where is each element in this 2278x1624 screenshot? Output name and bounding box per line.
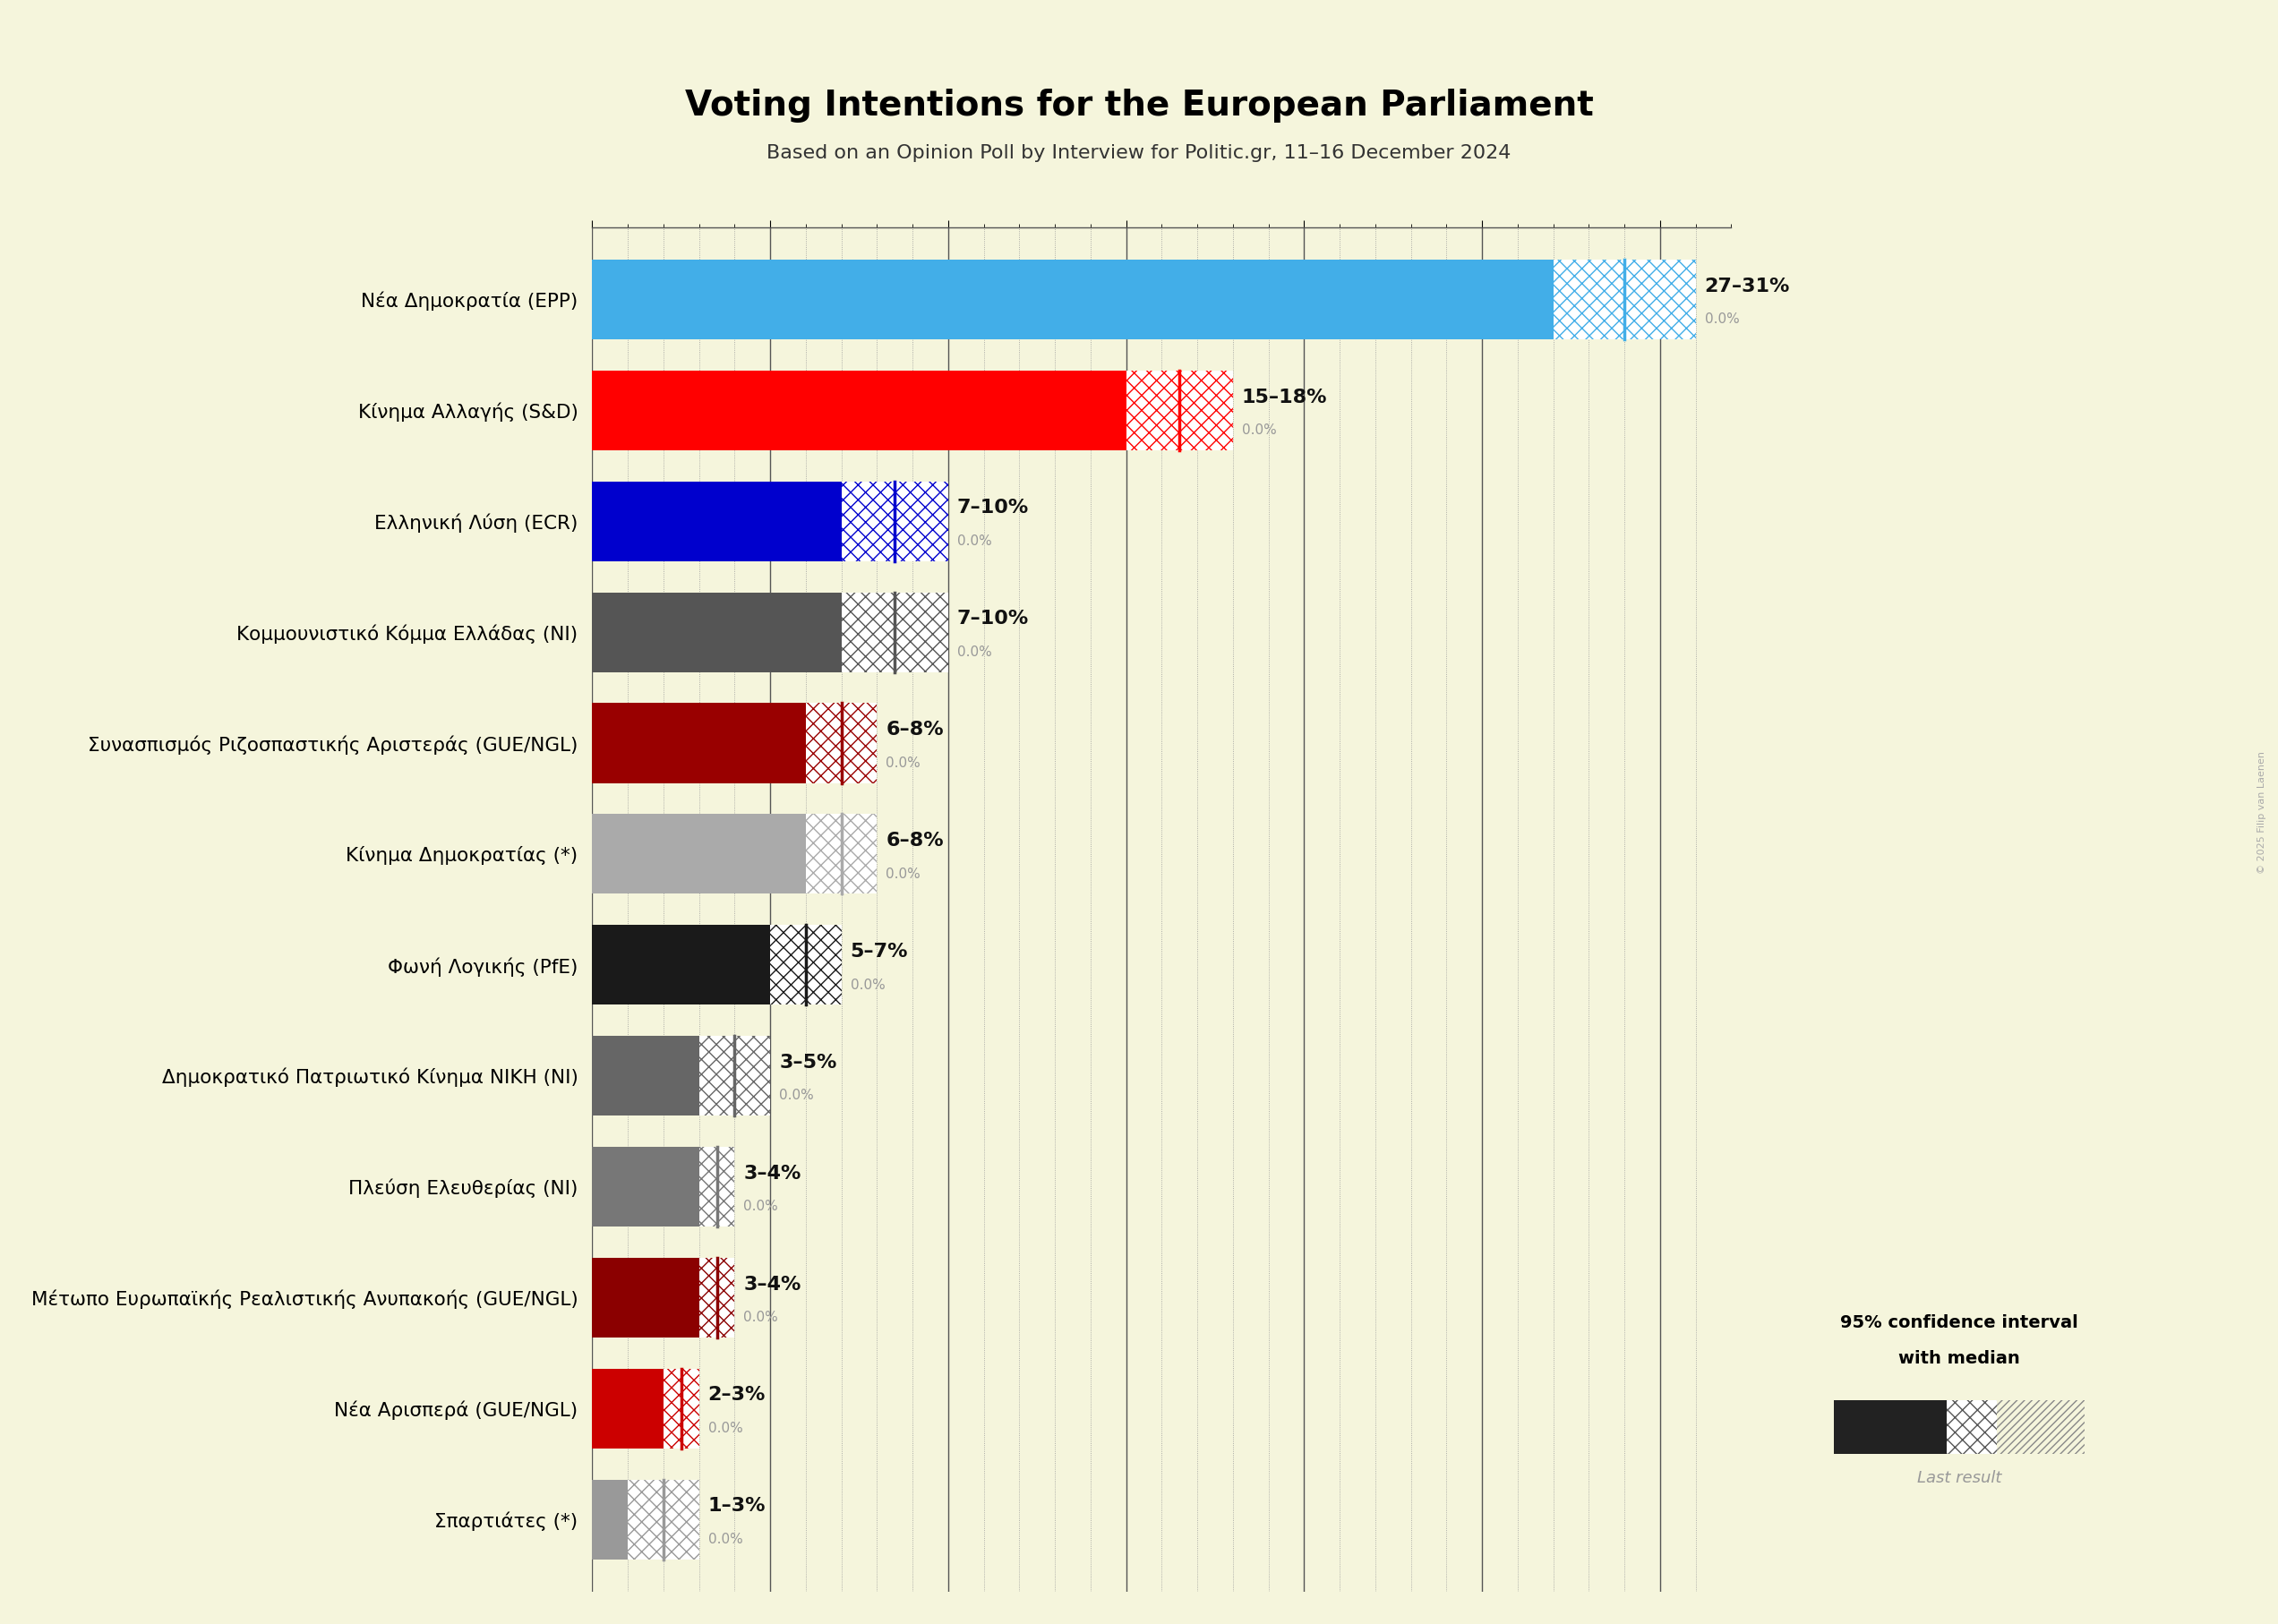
Text: 0.0%: 0.0%	[779, 1090, 813, 1103]
Bar	[770, 926, 841, 1005]
Text: 0.0%: 0.0%	[708, 1421, 743, 1436]
Text: © 2025 Filip van Laenen: © 2025 Filip van Laenen	[2257, 750, 2267, 874]
Bar	[699, 1257, 736, 1338]
Bar	[592, 814, 806, 893]
Bar	[592, 481, 841, 562]
Bar	[841, 481, 948, 562]
Text: 5–7%: 5–7%	[850, 942, 909, 960]
Bar	[592, 1257, 699, 1338]
Bar	[592, 370, 1125, 450]
Text: Last result: Last result	[1916, 1470, 2002, 1486]
Bar	[1998, 1400, 2084, 1453]
Text: Based on an Opinion Poll by Interview for Politic.gr, 11–16 December 2024: Based on an Opinion Poll by Interview fo…	[768, 143, 1510, 162]
Bar	[629, 1479, 699, 1559]
Bar	[841, 593, 948, 672]
Text: 0.0%: 0.0%	[708, 1533, 743, 1546]
Bar	[806, 814, 877, 893]
Bar	[592, 593, 841, 672]
Text: 3–4%: 3–4%	[743, 1275, 802, 1293]
Bar	[592, 1147, 699, 1226]
Bar	[699, 1147, 736, 1226]
Text: 0.0%: 0.0%	[743, 1311, 779, 1324]
Bar	[592, 703, 806, 783]
Text: 95% confidence interval: 95% confidence interval	[1841, 1315, 2078, 1332]
Text: 2–3%: 2–3%	[708, 1387, 765, 1405]
Bar	[592, 1479, 629, 1559]
Text: 0.0%: 0.0%	[850, 978, 886, 992]
Bar	[592, 260, 1554, 339]
Text: 3–5%: 3–5%	[779, 1054, 836, 1072]
Text: 7–10%: 7–10%	[957, 611, 1030, 628]
Text: 15–18%: 15–18%	[1242, 388, 1328, 406]
Text: 0.0%: 0.0%	[957, 645, 991, 659]
Bar	[806, 703, 877, 783]
Text: with median: with median	[1898, 1351, 2021, 1367]
Bar	[1945, 1400, 1996, 1453]
Bar	[1554, 260, 1695, 339]
Bar	[663, 1369, 699, 1449]
Text: 0.0%: 0.0%	[886, 757, 920, 770]
Text: Voting Intentions for the European Parliament: Voting Intentions for the European Parli…	[686, 89, 1592, 122]
Bar	[1125, 370, 1232, 450]
Text: 0.0%: 0.0%	[886, 867, 920, 880]
Text: 3–4%: 3–4%	[743, 1164, 802, 1182]
Text: 7–10%: 7–10%	[957, 499, 1030, 516]
Text: 1–3%: 1–3%	[708, 1497, 765, 1515]
Text: 6–8%: 6–8%	[886, 831, 943, 849]
Text: 6–8%: 6–8%	[886, 721, 943, 739]
Bar	[592, 1369, 663, 1449]
Text: 0.0%: 0.0%	[743, 1200, 779, 1213]
Text: 0.0%: 0.0%	[957, 534, 991, 547]
Text: 27–31%: 27–31%	[1704, 278, 1791, 296]
Bar	[592, 926, 770, 1005]
Bar	[592, 1036, 699, 1116]
Bar	[1834, 1400, 1945, 1453]
Bar	[699, 1036, 770, 1116]
Text: 0.0%: 0.0%	[1704, 313, 1740, 326]
Text: 0.0%: 0.0%	[1242, 424, 1276, 437]
